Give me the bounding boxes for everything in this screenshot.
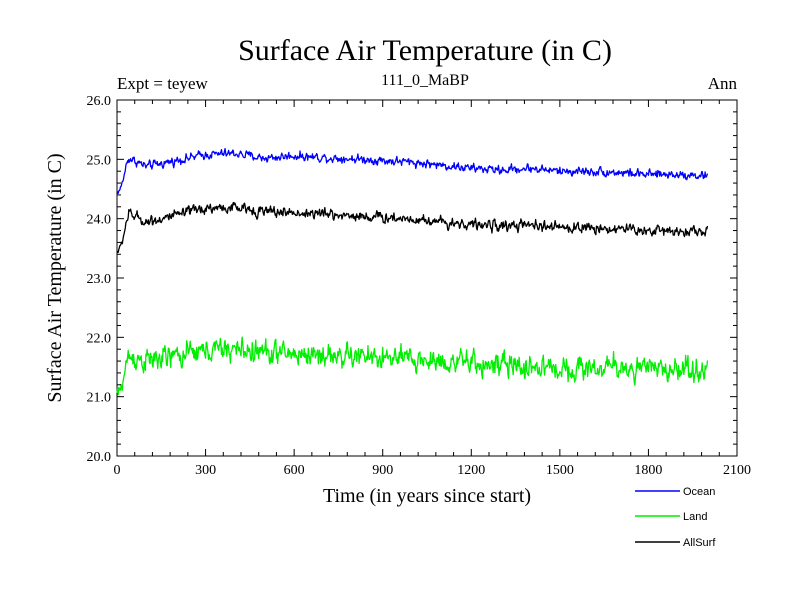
x-tick-label: 900 bbox=[372, 463, 393, 478]
y-tick-label: 22.0 bbox=[87, 331, 112, 346]
x-tick-label: 0 bbox=[114, 463, 121, 478]
x-tick-label: 1200 bbox=[457, 463, 485, 478]
chart-subtitle: 111_0_MaBP bbox=[381, 72, 469, 89]
legend-label-land: Land bbox=[683, 511, 707, 523]
series-layer bbox=[116, 147, 709, 396]
x-tick-label: 600 bbox=[284, 463, 305, 478]
series-line-ocean bbox=[116, 147, 709, 195]
series-line-land bbox=[116, 336, 709, 396]
chart-title: Surface Air Temperature (in C) bbox=[238, 34, 612, 67]
series-line-allsurf bbox=[116, 201, 709, 254]
ticks-layer: 0 300 600 900 1200 1500 1800 2100 20.0 21.0 22.0 23… bbox=[87, 94, 752, 478]
x-tick-label: 1500 bbox=[546, 463, 574, 478]
y-tick-label: 24.0 bbox=[87, 213, 112, 228]
experiment-label: Expt = teyew bbox=[117, 74, 209, 93]
y-tick-label: 26.0 bbox=[87, 94, 112, 109]
legend: Ocean Land AllSurf bbox=[635, 486, 716, 549]
x-tick-label: 1800 bbox=[634, 463, 662, 478]
season-label: Ann bbox=[708, 74, 738, 93]
y-tick-label: 20.0 bbox=[87, 450, 112, 465]
legend-label-ocean: Ocean bbox=[683, 486, 715, 498]
x-tick-label: 300 bbox=[195, 463, 216, 478]
y-tick-label: 25.0 bbox=[87, 153, 112, 168]
x-axis-label: Time (in years since start) bbox=[323, 485, 531, 507]
y-tick-label: 23.0 bbox=[87, 272, 112, 287]
y-tick-label: 21.0 bbox=[87, 391, 112, 406]
y-axis-label: Surface Air Temperature (in C) bbox=[44, 153, 66, 402]
plot-area bbox=[116, 99, 738, 457]
x-tick-label: 2100 bbox=[723, 463, 751, 478]
legend-label-allsurf: AllSurf bbox=[683, 537, 716, 549]
